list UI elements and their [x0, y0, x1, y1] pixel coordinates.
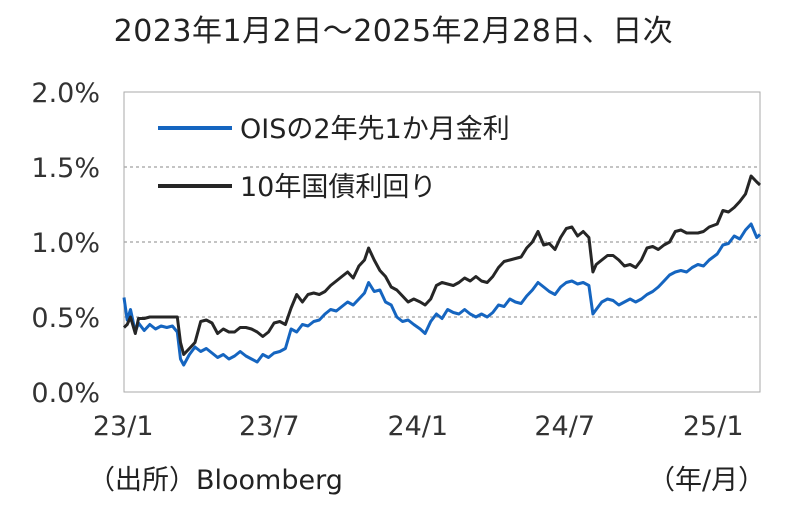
y-tick-label: 2.0%	[31, 78, 100, 109]
x-tick-label: 24/7	[534, 411, 595, 442]
y-tick-label: 1.0%	[31, 228, 100, 259]
x-tick-label: 23/7	[239, 411, 300, 442]
x-tick-label: 25/1	[683, 411, 744, 442]
y-tick-label: 1.5%	[31, 153, 100, 184]
legend: OISの2年先1か月金利 10年国債利回り	[158, 114, 510, 203]
legend-label: 10年国債利回り	[240, 172, 436, 203]
x-axis-unit: （年/月）	[648, 465, 766, 496]
source-note: （出所）Bloomberg	[88, 465, 343, 496]
chart-title: 2023年1月2日～2025年2月28日、日次	[113, 14, 674, 49]
x-tick-label: 24/1	[387, 411, 448, 442]
y-tick-label: 0.0%	[31, 378, 100, 409]
x-tick-label: 23/1	[93, 411, 154, 442]
legend-label: OISの2年先1か月金利	[240, 114, 510, 145]
plot-frame	[123, 91, 761, 393]
grid-lines	[124, 166, 760, 318]
y-tick-label: 0.5%	[31, 303, 100, 334]
series-lines	[122, 174, 762, 367]
x-axis-ticks: 23/1 23/7 24/1 24/7 25/1	[93, 411, 744, 442]
series-jgb10y-line	[122, 174, 762, 356]
y-axis-ticks: 0.0% 0.5% 1.0% 1.5% 2.0%	[31, 78, 100, 409]
series-ois-line	[122, 222, 762, 367]
